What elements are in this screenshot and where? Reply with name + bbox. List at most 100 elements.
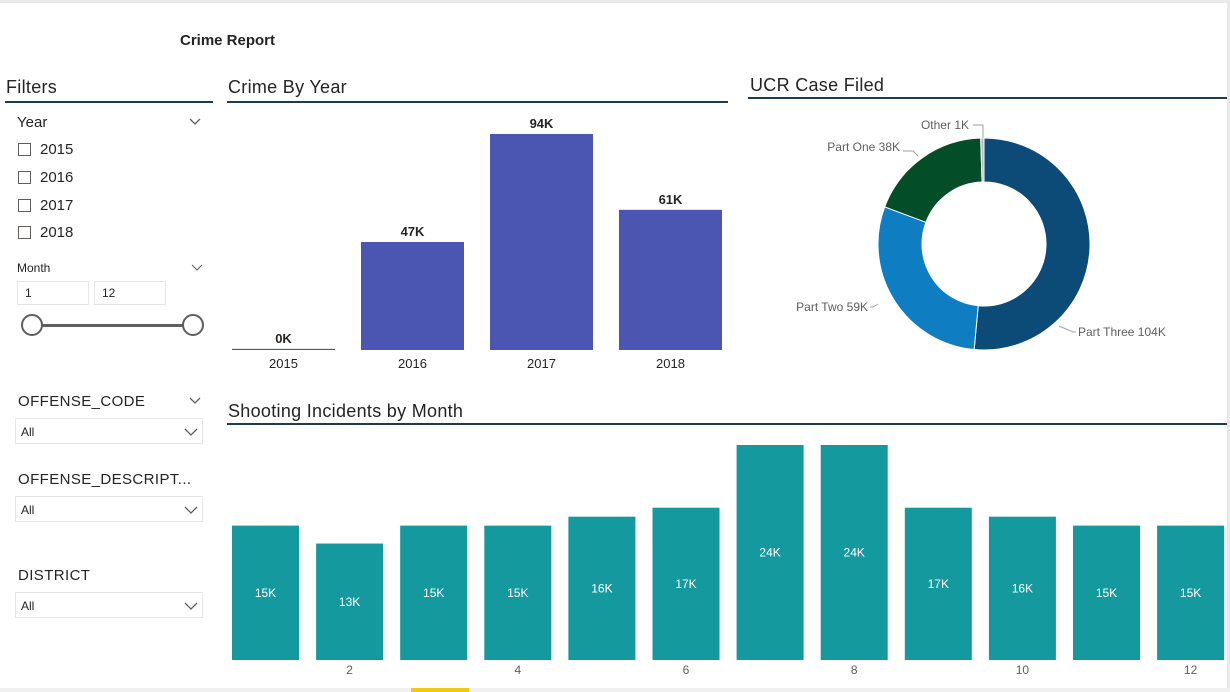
month-slider-min-handle[interactable] <box>21 314 43 336</box>
year-tick-label: 2016 <box>398 356 427 371</box>
page-tabs-bar <box>0 688 1230 692</box>
year-option-2016[interactable]: 2016 <box>18 169 73 186</box>
report-title: Crime Report <box>180 32 276 49</box>
month-tick-label: 2 <box>346 663 353 677</box>
year-data-label: 94K <box>530 116 554 131</box>
ucr-case-filed-rule <box>748 97 1227 99</box>
year-bar-2018 <box>619 209 722 350</box>
month-data-label: 15K <box>1096 586 1117 600</box>
month-max-input[interactable]: 12 <box>94 281 166 305</box>
year-tick-label: 2018 <box>656 356 685 371</box>
year-tick-label: 2015 <box>269 356 298 371</box>
ucr-case-filed-title: UCR Case Filed <box>750 75 885 95</box>
active-page-tab[interactable] <box>411 688 469 692</box>
month-bar-10 <box>988 516 1056 660</box>
offense-code-chevron-down-icon[interactable] <box>188 396 202 406</box>
month-tick-label: 10 <box>1016 663 1030 677</box>
month-bar-2 <box>316 543 384 660</box>
offense-description-dropdown[interactable]: All <box>15 496 203 522</box>
month-bar-5 <box>568 516 636 660</box>
month-data-label: 15K <box>1180 586 1201 600</box>
month-bar-12 <box>1157 525 1225 660</box>
donut-leader-line <box>903 150 919 157</box>
month-bar-8 <box>820 445 888 660</box>
filters-title: Filters <box>6 77 58 97</box>
month-data-label: 24K <box>759 546 780 560</box>
month-tick-label: 12 <box>1184 663 1198 677</box>
filters-rule <box>5 101 213 103</box>
month-bar-1 <box>232 525 299 660</box>
chevron-down-icon <box>184 505 198 515</box>
month-data-label: 13K <box>339 595 360 609</box>
offense-code-value: All <box>21 425 35 439</box>
month-bar-6 <box>652 507 720 660</box>
month-data-label: 15K <box>255 586 276 600</box>
donut-slice-other <box>980 137 985 183</box>
year-option-label: 2016 <box>40 169 74 186</box>
checkbox[interactable] <box>18 171 31 184</box>
month-bar-7 <box>736 445 804 660</box>
month-bar-4 <box>484 525 552 660</box>
donut-data-label: Part One 38K <box>827 140 900 154</box>
chevron-down-icon <box>184 601 198 611</box>
year-option-2015[interactable]: 2015 <box>18 141 73 158</box>
year-bar-2016 <box>361 242 464 350</box>
crime-by-year-title: Crime By Year <box>228 77 347 97</box>
year-option-2018[interactable]: 2018 <box>18 224 73 241</box>
month-chevron-down-icon[interactable] <box>190 263 204 273</box>
month-bar-3 <box>400 525 468 660</box>
district-value: All <box>21 599 35 613</box>
month-data-label: 15K <box>423 586 444 600</box>
year-option-label: 2018 <box>40 224 74 241</box>
month-data-label: 17K <box>928 577 949 591</box>
offense-description-value: All <box>21 503 35 517</box>
donut-data-label: Part Two 59K <box>796 300 868 314</box>
checkbox[interactable] <box>18 226 31 239</box>
month-bar-9 <box>904 507 972 660</box>
district-label: DISTRICT <box>18 567 91 584</box>
year-tick-label: 2017 <box>527 356 556 371</box>
crime-by-year-chart: 0K 2015 47K 2016 94K 2017 61K 2018 <box>232 116 722 371</box>
year-slicer-label: Year <box>17 114 48 131</box>
district-dropdown[interactable]: All <box>15 592 203 618</box>
crime-by-year-rule <box>227 101 728 103</box>
offense-code-label: OFFENSE_CODE <box>18 393 146 410</box>
month-slider-max-handle[interactable] <box>182 314 204 336</box>
offense-code-dropdown[interactable]: All <box>15 418 203 444</box>
month-tick-label: 8 <box>851 663 858 677</box>
donut-slice-part-three <box>973 137 1091 351</box>
donut-leader-line <box>1058 325 1076 333</box>
offense-description-label: OFFENSE_DESCRIPT... <box>18 471 192 488</box>
top-border <box>0 0 1230 3</box>
year-chevron-down-icon[interactable] <box>188 117 202 127</box>
month-data-label: 17K <box>675 577 696 591</box>
month-data-label: 16K <box>1012 581 1033 595</box>
shooting-by-month-rule <box>227 423 1227 425</box>
donut-slice-part-two <box>877 206 979 351</box>
month-bar-11 <box>1073 525 1140 660</box>
year-option-2017[interactable]: 2017 <box>18 197 73 214</box>
checkbox[interactable] <box>18 199 31 212</box>
year-data-label: 61K <box>659 192 683 207</box>
year-bar-2015 <box>232 348 335 350</box>
donut-data-label: Part Three 104K <box>1078 325 1166 339</box>
month-tick-label: 4 <box>514 663 521 677</box>
right-border <box>1227 0 1230 692</box>
year-data-label: 0K <box>275 331 292 346</box>
donut-leader-line <box>973 124 984 138</box>
checkbox[interactable] <box>18 143 31 156</box>
month-slider-track[interactable] <box>32 324 193 327</box>
month-data-label: 15K <box>507 586 528 600</box>
month-min-input[interactable]: 1 <box>17 281 89 305</box>
month-data-label: 24K <box>844 546 865 560</box>
shooting-by-month-title: Shooting Incidents by Month <box>228 401 464 421</box>
year-option-label: 2015 <box>40 141 74 158</box>
year-data-label: 47K <box>401 224 425 239</box>
month-tick-label: 6 <box>683 663 690 677</box>
shooting-by-month-chart: 15K 13K 2 15K 15K 4 16K 17K 6 24K 24K 8 17K 16K 10 15K 1… <box>232 445 1225 677</box>
month-slicer-label: Month <box>17 261 51 275</box>
year-bar-2017 <box>490 134 593 350</box>
donut-leader-line <box>870 303 879 308</box>
year-option-label: 2017 <box>40 197 74 214</box>
donut-data-label: Other 1K <box>921 118 969 132</box>
